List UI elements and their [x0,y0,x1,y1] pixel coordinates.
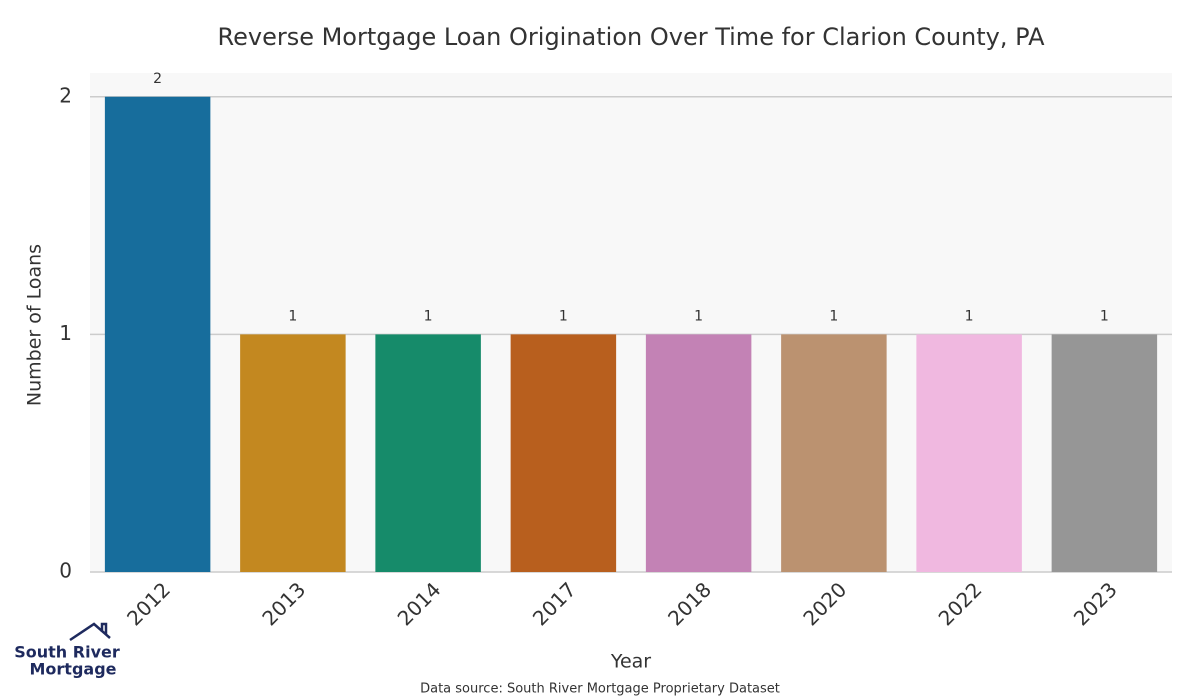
source-note: Data source: South River Mortgage Propri… [420,682,780,697]
bar [375,334,481,572]
y-tick-label: 1 [59,321,72,345]
value-label: 1 [424,308,433,324]
bar [645,334,752,572]
x-tick-label: 2022 [934,577,987,630]
logo: South River Mortgage [14,622,120,679]
x-tick-label: 2020 [798,577,851,630]
y-tick-label: 2 [59,83,72,107]
x-tick-label: 2018 [663,577,716,630]
y-tick-label: 0 [59,559,72,583]
value-label: 1 [694,308,703,324]
value-label: 1 [829,308,838,324]
bar [916,334,1022,572]
value-label: 1 [1100,308,1109,324]
x-axis-label: Year [610,651,651,673]
x-tick-label: 2017 [528,577,581,630]
value-label: 1 [559,308,568,324]
value-label: 1 [288,308,297,324]
x-tick-label: 2023 [1069,577,1122,630]
bar [104,96,211,572]
value-label: 1 [965,308,974,324]
value-label: 2 [153,71,162,87]
bar [1051,334,1158,572]
logo-house [69,622,111,642]
x-tick-label: 2014 [393,577,446,630]
bar [510,334,617,572]
x-tick-label: 2012 [122,577,175,630]
logo-text: South River [14,643,120,662]
bar [240,334,346,572]
y-axis-label: Number of Loans [24,244,46,406]
chart-title: Reverse Mortgage Loan Origination Over T… [218,23,1046,51]
x-tick-label: 2013 [257,577,310,630]
logo-text: Mortgage [29,660,116,679]
bar [781,334,887,572]
